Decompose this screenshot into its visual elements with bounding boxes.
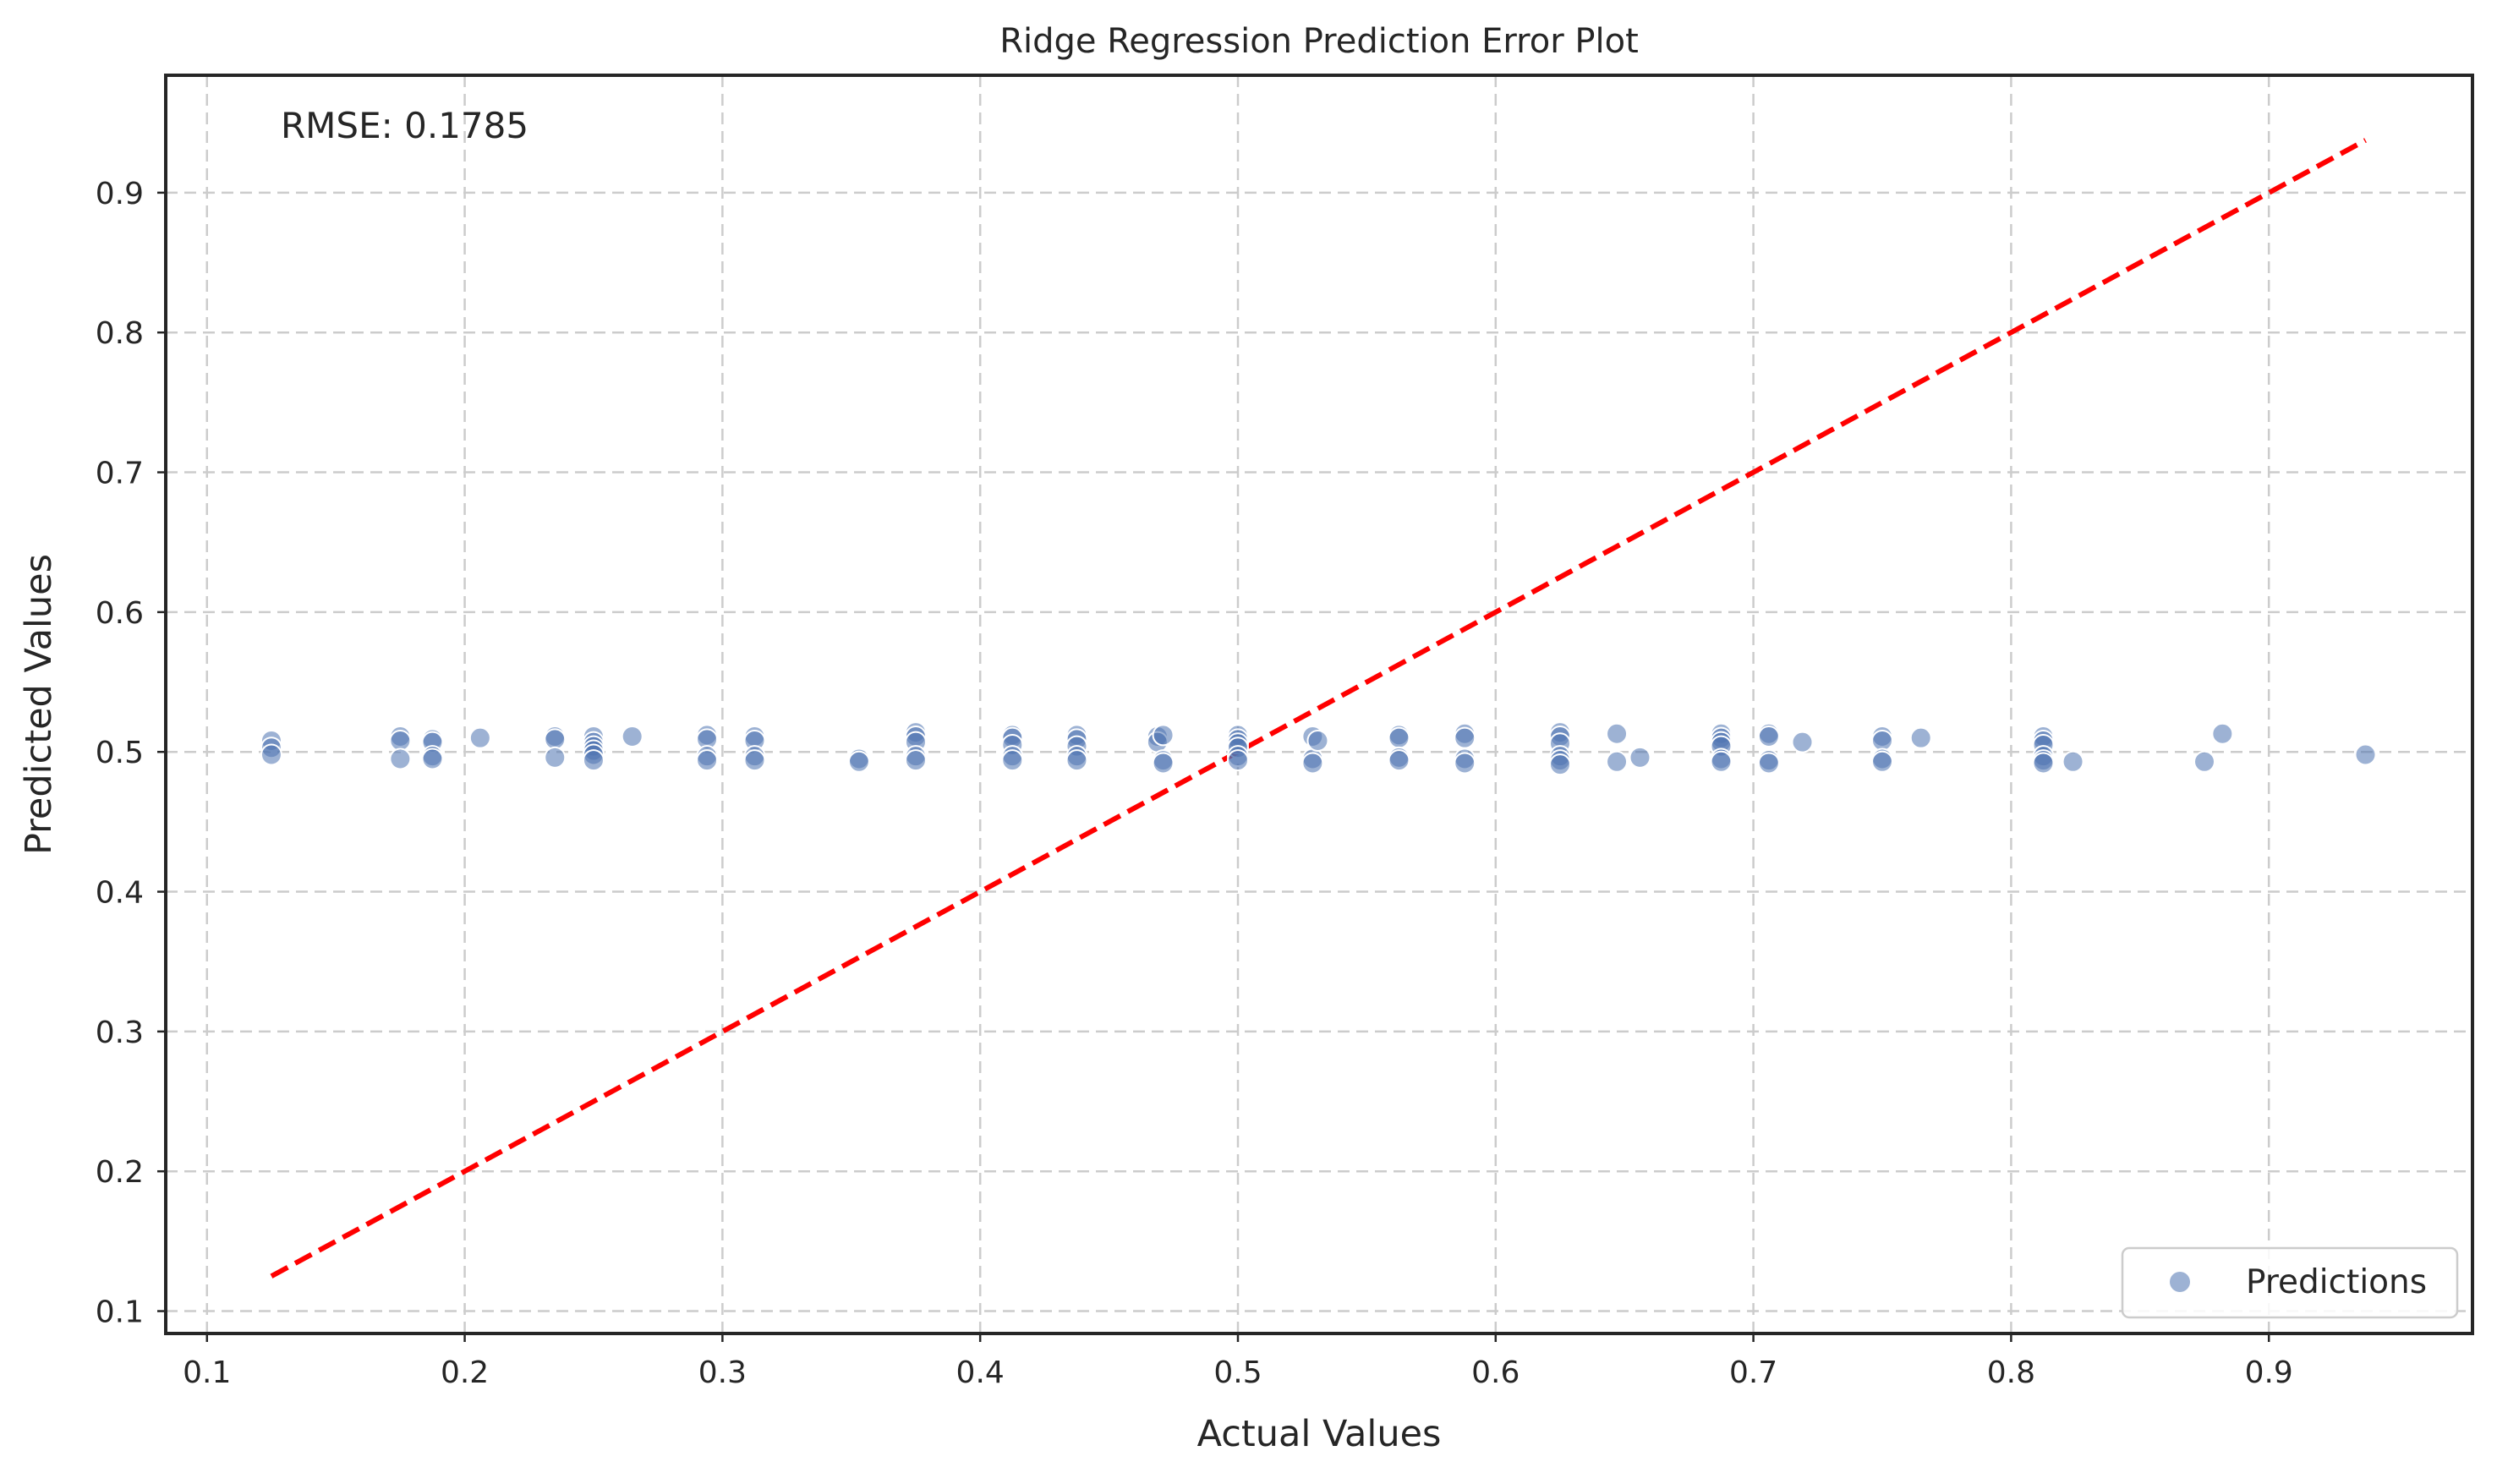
scatter-point: [696, 749, 719, 772]
scatter-point: [1870, 729, 1893, 752]
y-tick-label: 0.8: [96, 316, 144, 351]
scatter-point: [847, 750, 870, 773]
scatter-point: [389, 729, 412, 752]
plot-frame: [164, 74, 2474, 1335]
scatter-point: [544, 728, 567, 751]
y-tick-label: 0.6: [96, 596, 144, 631]
y-tick-label: 0.9: [96, 177, 144, 211]
y-axis-label: Predicted Values: [18, 554, 60, 855]
scatter-point: [389, 747, 412, 770]
legend-box: [2121, 1246, 2459, 1319]
scatter-point: [1757, 752, 1780, 775]
scatter-point: [743, 749, 766, 772]
scatter-point: [1629, 746, 1651, 769]
reference-line-group: [270, 138, 2367, 1279]
scatter-point: [1606, 722, 1629, 745]
y-tick-label: 0.2: [96, 1155, 144, 1190]
scatter-point: [2032, 752, 2055, 775]
scatter-point: [582, 749, 605, 772]
axis-ticks: 0.1 0.2 0.3 0.4 0.5 0.6 0.7 0.8 0.9 0.1 0.2 0.3 0.4 0…: [96, 177, 2293, 1390]
scatter-point: [2193, 750, 2216, 773]
scatter-point: [1001, 749, 1024, 772]
x-tick-label: 0.2: [441, 1355, 489, 1390]
rmse-annotation: RMSE: 0.1785: [281, 105, 528, 146]
scatter-point: [1301, 752, 1324, 775]
scatter-point: [1388, 749, 1410, 772]
scatter-point: [1606, 750, 1629, 773]
scatter-point: [1306, 729, 1329, 752]
scatter-point: [1909, 726, 1932, 749]
scatter-point: [1226, 749, 1249, 772]
scatter-point: [544, 746, 567, 769]
scatter-point: [1791, 731, 1814, 753]
legend-label: Predictions: [2246, 1263, 2427, 1301]
legend-marker: [2170, 1272, 2190, 1292]
scatter-point: [904, 749, 927, 772]
x-tick-label: 0.5: [1213, 1355, 1262, 1390]
y-tick-label: 0.7: [96, 457, 144, 491]
y-tick-label: 0.5: [96, 736, 144, 770]
scatter-point: [421, 747, 444, 770]
scatter-point: [621, 726, 643, 748]
scatter-point: [2211, 722, 2234, 745]
scatter-point: [1870, 750, 1893, 773]
x-tick-label: 0.1: [183, 1355, 231, 1390]
y-tick-label: 0.3: [96, 1016, 144, 1050]
scatter-point: [1454, 726, 1476, 749]
x-tick-label: 0.4: [956, 1355, 1005, 1390]
scatter-point: [1548, 753, 1571, 776]
scatter-point: [2354, 743, 2377, 766]
scatter-point: [1152, 752, 1175, 775]
scatter-point: [260, 743, 282, 766]
y-tick-label: 0.4: [96, 876, 144, 911]
x-tick-label: 0.6: [1471, 1355, 1520, 1390]
y-tick-label: 0.1: [96, 1295, 144, 1330]
x-axis-label: Actual Values: [1197, 1413, 1442, 1455]
scatter-point: [1757, 726, 1780, 748]
scatter-point: [2062, 750, 2084, 773]
legend: Predictions: [2121, 1246, 2459, 1319]
scatter-point: [1388, 726, 1410, 749]
scatter-point: [1710, 750, 1733, 773]
x-tick-label: 0.7: [1729, 1355, 1777, 1390]
chart-title: Ridge Regression Prediction Error Plot: [999, 22, 1639, 61]
scatter-point: [1065, 749, 1088, 772]
reference-line: [270, 138, 2367, 1279]
scatter-point: [1454, 752, 1476, 775]
scatter-points: [260, 721, 2377, 776]
grid: [166, 75, 2472, 1333]
x-tick-label: 0.3: [698, 1355, 747, 1390]
scatter-point: [1152, 724, 1175, 747]
scatter-point: [468, 726, 491, 749]
x-tick-label: 0.9: [2245, 1355, 2293, 1390]
x-tick-label: 0.8: [1987, 1355, 2035, 1390]
